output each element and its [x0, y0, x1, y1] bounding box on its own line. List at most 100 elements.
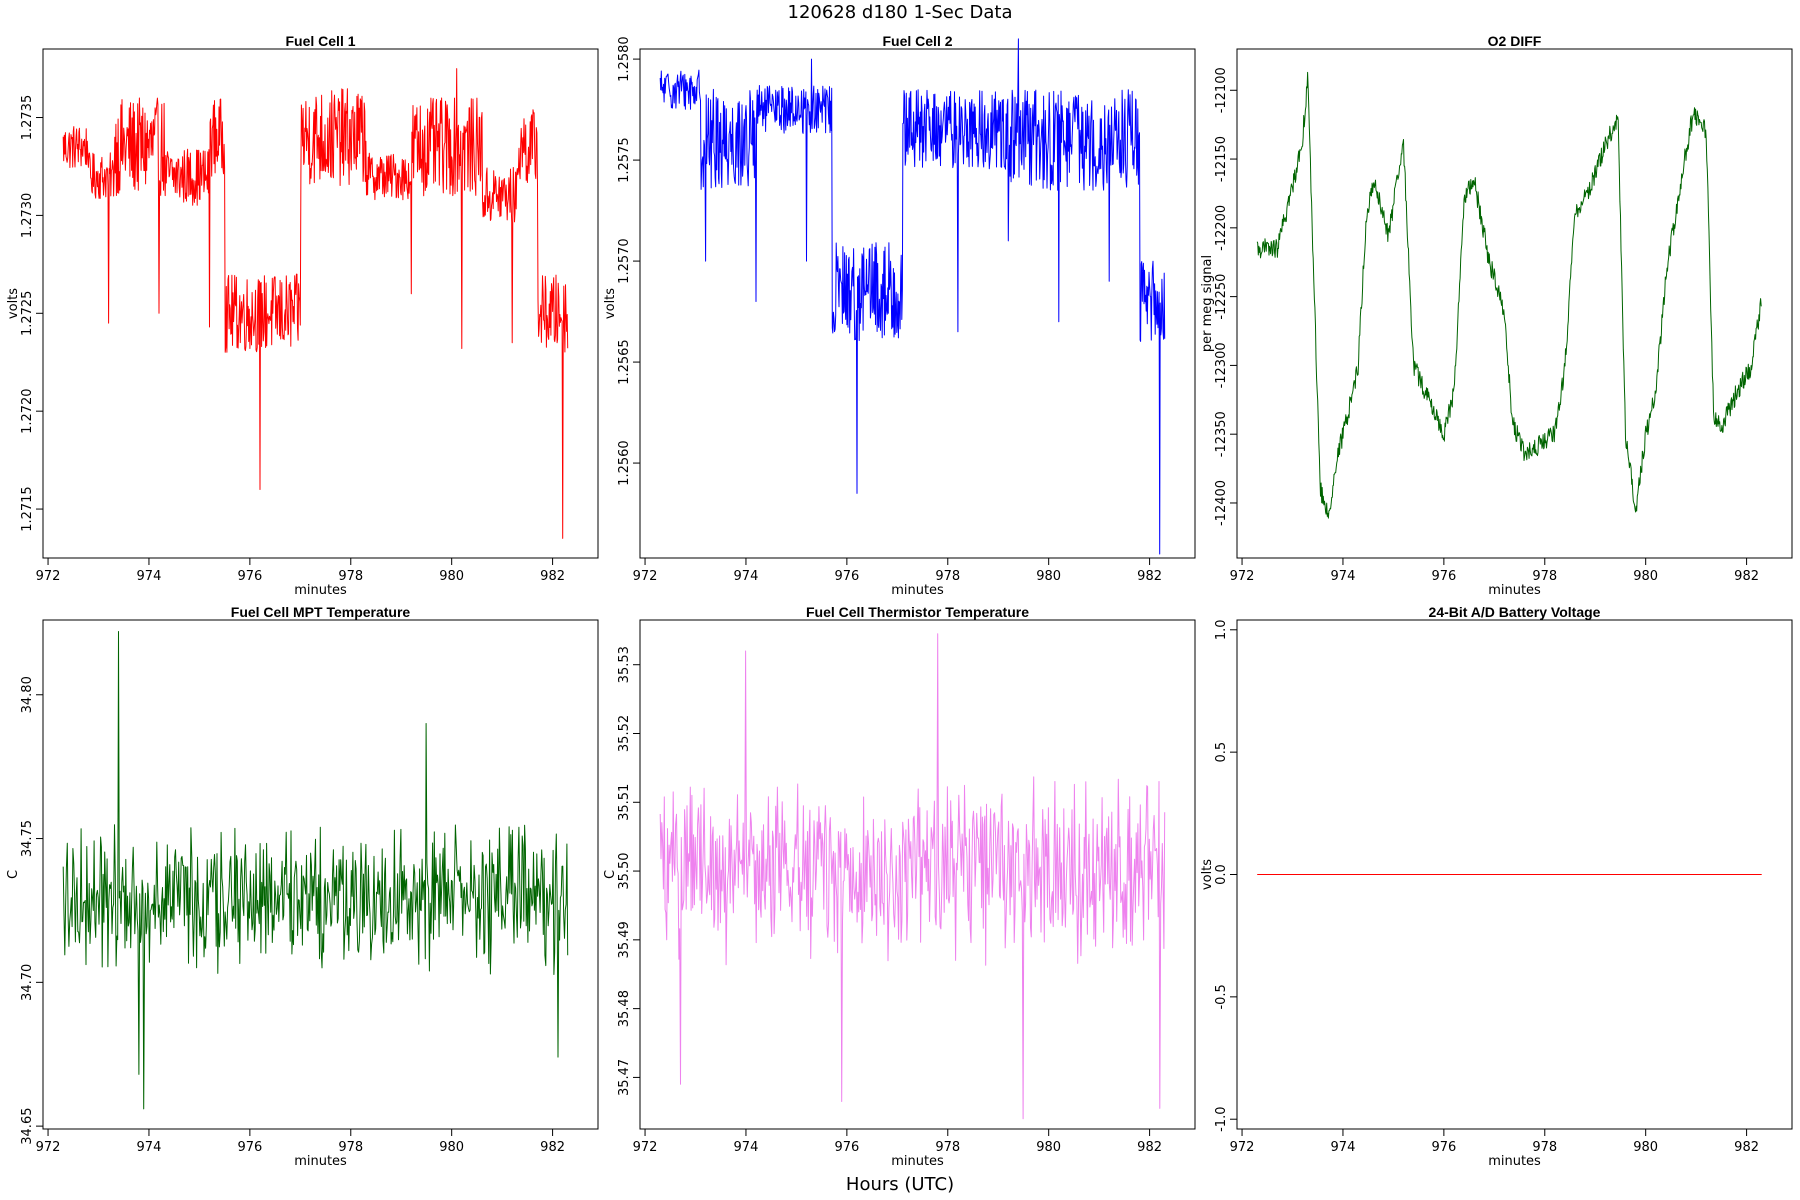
- y-axis-label-fc1: volts: [6, 288, 21, 319]
- y-tick-label-batt-3: 0.5: [1214, 742, 1229, 763]
- x-axis-label-fc1: minutes: [294, 583, 347, 598]
- panel-fc2: Fuel Cell 2 972 974 976 978 980 982 1.2560 1.256…: [603, 33, 1196, 598]
- x-tick-label-fc1-4: 980: [439, 569, 464, 584]
- series-line-therm: [659, 633, 1166, 1120]
- plot-frame-fc1: [42, 48, 599, 559]
- plot-frame-o2: [1236, 48, 1793, 559]
- panel-title-o2: O2 DIFF: [1488, 33, 1542, 49]
- panel-title-batt: 24-Bit A/D Battery Voltage: [1429, 604, 1601, 620]
- y-tick-label-therm-2: 35.49: [617, 921, 632, 958]
- y-tick-label-fc2-0: 1.2560: [617, 440, 632, 486]
- x-tick-label-therm-2: 976: [834, 1140, 859, 1155]
- panel-title-fc1: Fuel Cell 1: [285, 33, 355, 49]
- y-tick-label-fc1-2: 1.2725: [20, 291, 35, 337]
- panels: Fuel Cell 1 972 974 976 978 980 982 1.2715 1.272…: [6, 33, 1793, 1169]
- x-tick-label-o2-4: 980: [1633, 569, 1658, 584]
- x-tick-label-batt-3: 978: [1532, 1140, 1557, 1155]
- x-tick-label-mpt-4: 980: [439, 1140, 464, 1155]
- x-tick-label-batt-2: 976: [1431, 1140, 1456, 1155]
- y-tick-label-fc1-0: 1.2715: [20, 486, 35, 532]
- y-tick-label-fc1-3: 1.2730: [20, 193, 35, 239]
- x-axis-label-o2: minutes: [1488, 583, 1541, 598]
- x-tick-label-o2-0: 972: [1230, 569, 1255, 584]
- series-line-fc2: [659, 38, 1166, 555]
- x-tick-label-mpt-5: 982: [540, 1140, 565, 1155]
- x-axis-label-therm: minutes: [891, 1154, 944, 1169]
- x-tick-label-fc2-0: 972: [633, 569, 658, 584]
- y-tick-label-o2-6: -12100: [1214, 67, 1229, 113]
- x-tick-label-fc2-4: 980: [1036, 569, 1061, 584]
- plot-frame-mpt: [42, 619, 599, 1130]
- y-tick-label-therm-3: 35.50: [617, 852, 632, 889]
- y-axis-label-o2: per meg signal: [1200, 255, 1215, 352]
- y-tick-label-fc1-4: 1.2735: [20, 95, 35, 140]
- panel-fc1: Fuel Cell 1 972 974 976 978 980 982 1.2715 1.272…: [6, 33, 599, 598]
- y-tick-label-o2-1: -12350: [1214, 411, 1229, 457]
- y-tick-label-o2-5: -12150: [1214, 136, 1229, 182]
- y-tick-label-batt-2: 0.0: [1214, 864, 1229, 885]
- y-tick-label-therm-1: 35.48: [617, 990, 632, 1027]
- x-tick-label-mpt-0: 972: [36, 1140, 61, 1155]
- x-tick-label-fc1-0: 972: [36, 569, 61, 584]
- panel-therm: Fuel Cell Thermistor Temperature 972 974 97…: [603, 604, 1196, 1169]
- x-tick-label-therm-3: 978: [935, 1140, 960, 1155]
- x-tick-label-o2-5: 982: [1734, 569, 1759, 584]
- y-tick-label-o2-4: -12200: [1214, 205, 1229, 251]
- x-tick-label-fc1-1: 974: [137, 569, 162, 584]
- panel-title-mpt: Fuel Cell MPT Temperature: [231, 604, 411, 620]
- x-tick-label-fc2-2: 976: [834, 569, 859, 584]
- panel-mpt: Fuel Cell MPT Temperature 972 974 976 978 980…: [6, 604, 599, 1169]
- series-line-fc1: [62, 68, 569, 539]
- x-tick-label-therm-1: 974: [734, 1140, 759, 1155]
- x-axis-label-fc2: minutes: [891, 583, 944, 598]
- y-tick-label-o2-0: -12400: [1214, 480, 1229, 526]
- x-tick-label-therm-4: 980: [1036, 1140, 1061, 1155]
- series-line-o2: [1256, 71, 1762, 519]
- x-tick-label-o2-3: 978: [1532, 569, 1557, 584]
- series-line-mpt: [62, 631, 569, 1110]
- x-axis-label-batt: minutes: [1488, 1154, 1541, 1169]
- x-tick-label-o2-1: 974: [1331, 569, 1356, 584]
- y-tick-label-therm-4: 35.51: [617, 784, 632, 821]
- panel-title-therm: Fuel Cell Thermistor Temperature: [806, 604, 1029, 620]
- x-tick-label-mpt-2: 976: [237, 1140, 262, 1155]
- y-axis-label-batt: volts: [1200, 859, 1215, 890]
- panel-o2: O2 DIFF 972 974 976 978 980 982 -12400 -12350 -12…: [1200, 33, 1793, 598]
- y-axis-label-mpt: C: [6, 870, 21, 879]
- x-axis-label-mpt: minutes: [294, 1154, 347, 1169]
- x-tick-label-batt-4: 980: [1633, 1140, 1658, 1155]
- x-tick-label-mpt-1: 974: [137, 1140, 162, 1155]
- y-tick-label-mpt-3: 34.80: [20, 676, 35, 713]
- plot-frame-therm: [639, 619, 1196, 1130]
- plot-frame-fc2: [639, 48, 1196, 559]
- panel-title-fc2: Fuel Cell 2: [882, 33, 952, 49]
- y-tick-label-batt-1: -0.5: [1214, 984, 1229, 1009]
- y-tick-label-fc2-4: 1.2580: [617, 36, 632, 82]
- x-tick-label-batt-1: 974: [1331, 1140, 1356, 1155]
- y-tick-label-fc2-2: 1.2570: [617, 238, 632, 284]
- y-tick-label-mpt-2: 34.75: [20, 820, 35, 857]
- x-tick-label-fc2-5: 982: [1137, 569, 1162, 584]
- x-tick-label-fc1-3: 978: [338, 569, 363, 584]
- y-tick-label-fc1-1: 1.2720: [20, 388, 35, 434]
- figure-title: 120628 d180 1-Sec Data: [788, 2, 1013, 23]
- y-tick-label-mpt-1: 34.70: [20, 964, 35, 1001]
- y-tick-label-fc2-1: 1.2565: [617, 339, 632, 385]
- x-tick-label-batt-0: 972: [1230, 1140, 1255, 1155]
- y-tick-label-therm-5: 35.52: [617, 715, 632, 752]
- y-axis-label-fc2: volts: [603, 288, 618, 319]
- x-tick-label-therm-5: 982: [1137, 1140, 1162, 1155]
- y-tick-label-fc2-3: 1.2575: [617, 137, 632, 183]
- x-tick-label-fc1-5: 982: [540, 569, 565, 584]
- y-tick-label-mpt-0: 34.65: [20, 1108, 35, 1145]
- x-tick-label-therm-0: 972: [633, 1140, 658, 1155]
- y-tick-label-batt-0: -1.0: [1214, 1107, 1229, 1132]
- y-tick-label-o2-3: -12250: [1214, 274, 1229, 320]
- figure-footer-label: Hours (UTC): [846, 1174, 954, 1195]
- x-tick-label-fc2-3: 978: [935, 569, 960, 584]
- y-tick-label-o2-2: -12300: [1214, 342, 1229, 388]
- y-tick-label-therm-6: 35.53: [617, 646, 632, 683]
- panel-batt: 24-Bit A/D Battery Voltage 972 974 976 978 98…: [1200, 604, 1793, 1169]
- y-axis-label-therm: C: [603, 870, 618, 879]
